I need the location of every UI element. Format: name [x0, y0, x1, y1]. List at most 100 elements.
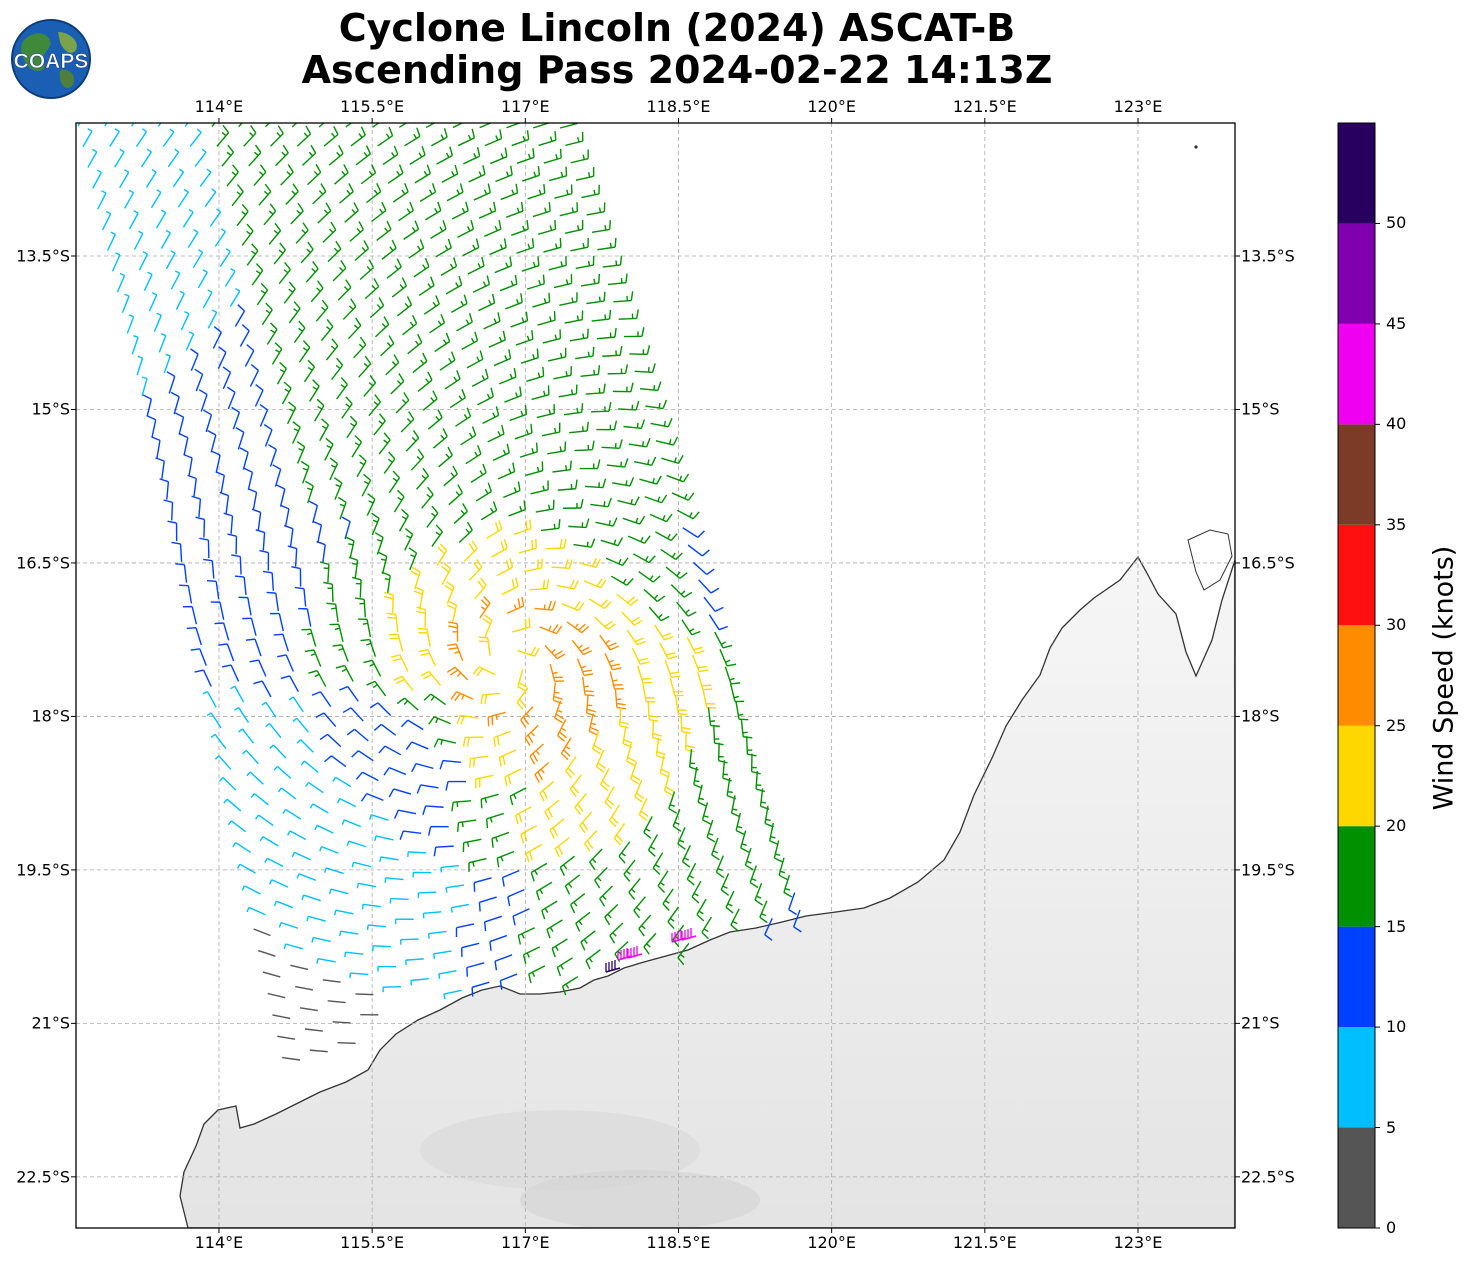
wind-barb: [648, 606, 670, 622]
wind-barb: [388, 633, 404, 652]
wind-barb: [350, 126, 366, 147]
wind-barb: [210, 733, 227, 750]
wind-barb: [520, 706, 534, 728]
lat-label-left: 21°S: [31, 1013, 70, 1033]
wind-barb: [698, 579, 720, 594]
wind-barb: [530, 862, 548, 882]
wind-barb: [660, 548, 683, 561]
wind-barb: [600, 537, 624, 547]
wind-barb: [372, 123, 380, 128]
wind-barb: [270, 125, 284, 147]
wind-barb: [539, 780, 555, 802]
wind-barb: [492, 443, 510, 462]
wind-barb: [588, 598, 612, 610]
wind-barb: [661, 454, 684, 465]
wind-barb: [194, 368, 204, 392]
wind-barb: [277, 1035, 296, 1040]
wind-barb: [307, 164, 322, 186]
wind-barb: [319, 845, 339, 854]
wind-barb: [243, 125, 257, 147]
wind-barb: [563, 498, 584, 509]
wind-barb: [532, 202, 551, 218]
wind-barb: [359, 259, 375, 281]
wind-barb: [179, 584, 193, 604]
wind-barb: [506, 596, 525, 614]
wind-barb: [478, 201, 497, 219]
wind-barb: [349, 221, 365, 242]
wind-barb: [547, 441, 567, 455]
wind-barb: [377, 965, 397, 972]
wind-barb: [744, 847, 754, 871]
wind-barb: [304, 480, 314, 504]
wind-barb: [293, 320, 306, 344]
wind-barb: [314, 824, 334, 834]
colorbar-segment: [1338, 625, 1375, 726]
wind-barb: [558, 384, 578, 398]
wind-barb: [376, 220, 392, 241]
wind-barb: [199, 537, 210, 559]
wind-barb: [298, 340, 311, 363]
wind-barb: [148, 292, 158, 312]
colorbar-segment: [1338, 826, 1375, 927]
wind-barb: [231, 184, 244, 207]
wind-barb: [591, 309, 612, 322]
wind-barb: [416, 467, 429, 490]
wind-barb: [618, 309, 639, 320]
wind-barb: [516, 687, 529, 710]
wind-barb-high: [617, 948, 633, 961]
wind-barb: [111, 252, 121, 272]
wind-barb: [634, 779, 645, 803]
wind-barb: [285, 183, 299, 206]
wind-barb: [584, 478, 607, 489]
wind-barb: [253, 680, 272, 698]
wind-barb: [594, 616, 616, 630]
wind-barb: [150, 189, 162, 209]
wind-barb: [246, 243, 259, 266]
wind-barb: [487, 424, 505, 443]
wind-barb: [591, 731, 603, 755]
wind-barb: [471, 368, 489, 388]
wind-barb: [336, 377, 348, 400]
wind-barb: [441, 562, 452, 585]
wind-barb: [246, 906, 266, 916]
wind-barb: [778, 857, 788, 881]
wind-barb: [236, 203, 249, 227]
wind-barb: [373, 413, 386, 436]
wind-barb: [327, 1000, 346, 1004]
wind-barb: [595, 749, 606, 773]
wind-barb: [580, 365, 601, 378]
wind-barb: [735, 812, 745, 836]
wind-barb: [449, 388, 466, 409]
wind-barb: [384, 591, 394, 613]
wind-barb: [360, 638, 377, 657]
wind-barb: [366, 680, 387, 697]
wind-barb: [783, 875, 793, 898]
wind-barb: [534, 762, 550, 783]
wind-barb: [501, 577, 519, 596]
wind-barb: [264, 123, 271, 128]
wind-barb: [446, 666, 469, 681]
wind-barb: [633, 896, 646, 919]
wind-barb: [599, 885, 614, 907]
wind-barb: [237, 728, 254, 744]
wind-barb: [295, 985, 314, 991]
wind-barb: [254, 384, 264, 407]
wind-barb: [557, 719, 568, 742]
wind-barb: [457, 220, 475, 238]
map-title-line1: Cyclone Lincoln (2024) ASCAT-B: [338, 6, 1016, 50]
wind-barb: [371, 201, 387, 223]
wind-barb: [353, 336, 367, 359]
wind-barb: [138, 251, 149, 271]
wind-barb: [681, 844, 691, 868]
wind-barb: [420, 670, 441, 686]
wind-barb: [290, 964, 309, 971]
wind-barb: [308, 670, 327, 687]
wind-barb: [243, 467, 254, 490]
wind-barb: [160, 229, 171, 249]
wind-barb: [666, 473, 690, 483]
wind-barb: [339, 183, 354, 204]
wind-barb: [652, 852, 664, 875]
wind-barb: [241, 223, 254, 246]
wind-barb: [499, 973, 518, 990]
wind-barb-high: [671, 930, 687, 943]
